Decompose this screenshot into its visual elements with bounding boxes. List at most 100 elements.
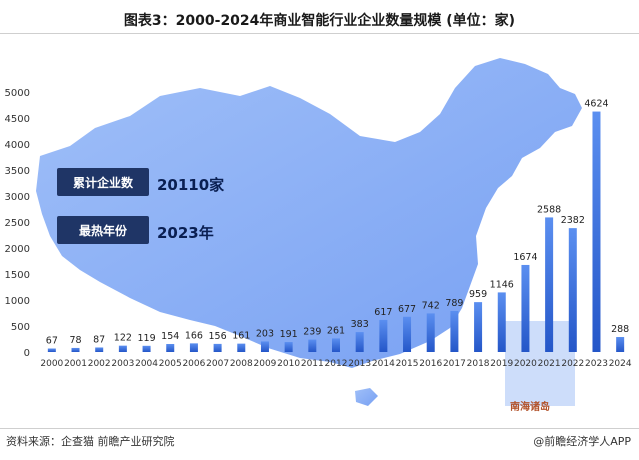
- x-tick-label: 2011: [301, 359, 324, 369]
- south-sea-islands-inset: [505, 321, 575, 406]
- x-tick-label: 2016: [419, 359, 442, 369]
- x-tick-label: 2003: [111, 359, 134, 369]
- china-map-silhouette: [36, 58, 582, 368]
- x-tick-label: 2012: [325, 359, 348, 369]
- x-tick-label: 2018: [467, 359, 490, 369]
- y-tick-label: 0: [24, 348, 30, 359]
- bar: [474, 302, 483, 352]
- data-label: 261: [327, 325, 345, 336]
- hainan-island: [355, 388, 378, 406]
- data-label: 203: [256, 328, 274, 339]
- data-label: 122: [114, 333, 132, 344]
- x-tick-label: 2001: [64, 359, 87, 369]
- bar: [47, 348, 56, 352]
- bar: [237, 343, 246, 352]
- x-tick-label: 2010: [277, 359, 300, 369]
- bar: [497, 292, 506, 352]
- x-tick-label: 2000: [40, 359, 63, 369]
- footer-divider: [0, 428, 639, 429]
- bar: [592, 111, 601, 352]
- x-tick-label: 2013: [348, 359, 371, 369]
- x-tick-label: 2020: [514, 359, 537, 369]
- y-tick-label: 2500: [5, 218, 30, 229]
- data-label: 1674: [513, 252, 537, 263]
- chart-title: 图表3：2000-2024年商业智能行业企业数量规模 (单位：家): [123, 13, 516, 29]
- total-label: 累计企业数: [72, 175, 133, 190]
- data-label: 78: [69, 335, 81, 346]
- map-inset-label: 南海诸岛: [510, 402, 550, 413]
- bar: [450, 310, 459, 352]
- y-tick-label: 4000: [5, 140, 30, 151]
- x-tick-label: 2007: [206, 359, 229, 369]
- data-label: 677: [398, 304, 416, 315]
- data-label: 154: [161, 331, 179, 342]
- bar: [332, 338, 340, 352]
- bar: [379, 319, 388, 352]
- bar: [213, 343, 222, 352]
- y-tick-label: 3500: [5, 166, 30, 177]
- x-tick-label: 2017: [443, 359, 466, 369]
- total-value: 20110家: [157, 176, 225, 194]
- bar: [308, 339, 317, 352]
- bar: [568, 228, 577, 352]
- bar: [142, 345, 151, 352]
- x-tick-label: 2002: [88, 359, 111, 369]
- data-label: 161: [232, 331, 250, 342]
- bar: [521, 264, 530, 352]
- y-tick-label: 2000: [5, 244, 30, 255]
- x-tick-label: 2005: [159, 359, 182, 369]
- data-label: 67: [46, 336, 58, 347]
- y-tick-label: 1500: [5, 270, 30, 281]
- header-divider: [0, 33, 639, 34]
- x-tick-label: 2009: [254, 359, 277, 369]
- bar: [616, 337, 625, 352]
- data-label: 789: [445, 298, 463, 309]
- y-tick-label: 4500: [5, 114, 30, 125]
- data-label: 742: [422, 300, 440, 311]
- bar: [166, 343, 175, 352]
- source-note: 资料来源：企查猫 前瞻产业研究院: [6, 435, 175, 448]
- data-label: 617: [374, 307, 392, 318]
- data-label: 4624: [584, 99, 608, 110]
- data-label: 87: [93, 334, 105, 345]
- x-tick-label: 2022: [561, 359, 584, 369]
- x-tick-label: 2006: [182, 359, 205, 369]
- brand-credit: @前瞻经济学人APP: [533, 435, 631, 448]
- data-label: 383: [351, 319, 369, 330]
- data-label: 2588: [537, 204, 561, 215]
- bar: [426, 313, 435, 352]
- bar: [189, 343, 198, 352]
- data-label: 959: [469, 289, 487, 300]
- data-label: 2382: [561, 215, 585, 226]
- data-label: 1146: [490, 279, 514, 290]
- bar: [95, 347, 104, 352]
- data-label: 191: [280, 329, 298, 340]
- y-tick-label: 3000: [5, 192, 30, 203]
- data-label: 156: [209, 331, 227, 342]
- peak-label: 最热年份: [78, 223, 127, 238]
- bar: [71, 347, 80, 352]
- bar: [403, 316, 412, 352]
- x-tick-label: 2008: [230, 359, 253, 369]
- x-tick-label: 2024: [609, 359, 632, 369]
- peak-value: 2023年: [157, 224, 214, 242]
- data-label: 288: [611, 324, 629, 335]
- data-label: 239: [303, 327, 321, 338]
- bar: [260, 341, 269, 352]
- data-label: 166: [185, 330, 203, 341]
- x-tick-label: 2023: [585, 359, 608, 369]
- x-tick-label: 2021: [538, 359, 561, 369]
- y-tick-label: 5000: [5, 88, 30, 99]
- y-tick-label: 1000: [5, 296, 30, 307]
- chart-area: 0 500 1000 1500 2000 2500 3000 3500 4000 4500 5000…: [5, 58, 632, 406]
- bar: [284, 342, 293, 352]
- bar: [118, 345, 127, 352]
- peak-label-box: 最热年份: [57, 216, 149, 244]
- x-tick-label: 2004: [135, 359, 158, 369]
- x-tick-label: 2019: [490, 359, 513, 369]
- bar: [545, 217, 554, 352]
- y-tick-label: 500: [11, 322, 30, 333]
- data-label: 119: [137, 333, 155, 344]
- x-tick-label: 2014: [372, 359, 395, 369]
- bar: [355, 332, 364, 352]
